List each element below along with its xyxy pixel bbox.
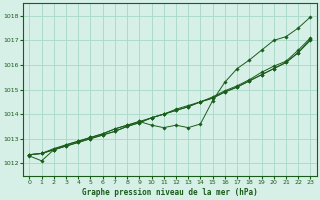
X-axis label: Graphe pression niveau de la mer (hPa): Graphe pression niveau de la mer (hPa) bbox=[82, 188, 258, 197]
